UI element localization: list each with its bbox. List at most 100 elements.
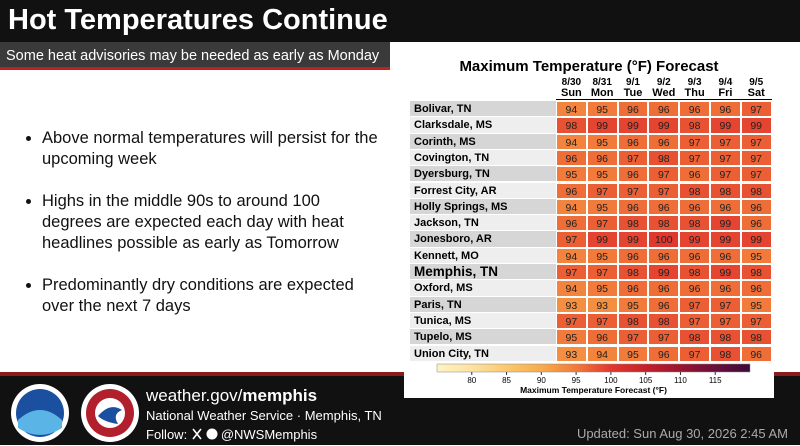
column-day: Thu (679, 88, 710, 100)
city: Clarksdale, MS (410, 117, 556, 134)
colorbar-tick-label: 95 (572, 376, 581, 385)
cell: 99 (617, 231, 649, 248)
cell: 95 (586, 166, 618, 183)
cell: 98 (679, 264, 710, 281)
cell: 96 (648, 198, 680, 216)
cell: 97 (648, 166, 680, 183)
cell: 97 (617, 182, 649, 199)
cell: 93 (556, 296, 587, 313)
cell: 97 (648, 182, 680, 199)
column-header: 8/30 Sun (556, 77, 587, 100)
cell: 98 (679, 117, 710, 134)
city: Corinth, MS (410, 133, 556, 150)
cell: 99 (617, 117, 649, 134)
bullet: Above normal temperatures will persist f… (42, 128, 380, 170)
cell: 95 (617, 345, 649, 362)
column-header: 9/1 Tue (617, 77, 649, 100)
bullet: Predominantly dry conditions are expecte… (42, 275, 380, 317)
cell: 98 (648, 215, 680, 232)
cell: 98 (617, 215, 649, 232)
handle: @NWSMemphis (220, 427, 318, 442)
cell: 96 (648, 280, 680, 297)
city: Holly Springs, MS (410, 198, 556, 216)
logos (11, 384, 139, 442)
cell: 94 (556, 280, 587, 297)
cell: 96 (617, 247, 649, 264)
cell: 99 (679, 231, 710, 248)
cell: 94 (556, 101, 587, 118)
cell: 95 (586, 133, 618, 150)
bullets: Above normal temperatures will persist f… (20, 128, 380, 338)
column-day: Tue (617, 88, 649, 100)
cell: 96 (648, 296, 680, 313)
city: Oxford, MS (410, 280, 556, 297)
cell: 98 (710, 345, 741, 362)
cell: 98 (740, 264, 772, 281)
cell: 95 (586, 280, 618, 297)
city: Covington, TN (410, 149, 556, 167)
cell: 96 (679, 166, 710, 183)
column-header: 9/2 Wed (648, 77, 680, 100)
cell: 95 (740, 247, 772, 264)
cell: 98 (648, 149, 680, 167)
cell: 97 (710, 166, 741, 183)
table-panel: Maximum Temperature (°F) Forecast 80 85 90… (404, 52, 774, 398)
cell: 96 (740, 345, 772, 362)
cell: 97 (586, 215, 618, 232)
city: Memphis, TN (410, 264, 556, 281)
cell: 97 (679, 296, 710, 313)
city: Union City, TN (410, 345, 556, 362)
cell: 97 (740, 101, 772, 118)
column-day: Mon (586, 88, 618, 100)
colorbar: 80 85 90 95 100 105 110 115 Maximum Temperature … (436, 363, 751, 395)
cell: 99 (740, 117, 772, 134)
cell: 96 (740, 215, 772, 232)
cell: 97 (556, 231, 587, 248)
cell: 95 (617, 296, 649, 313)
site-bold: memphis (242, 386, 318, 405)
cell: 96 (586, 149, 618, 167)
cell: 94 (556, 133, 587, 150)
cell: 96 (648, 247, 680, 264)
cell: 96 (679, 280, 710, 297)
cell: 98 (617, 264, 649, 281)
cell: 97 (586, 264, 618, 281)
cell: 99 (710, 215, 741, 232)
cell: 95 (586, 247, 618, 264)
cell: 96 (710, 247, 741, 264)
office: National Weather Service · Memphis, TN (146, 408, 382, 423)
column-day: Fri (710, 88, 741, 100)
cell: 96 (679, 198, 710, 216)
cell: 97 (556, 312, 587, 330)
colorbar-tick-label: 110 (674, 376, 687, 385)
cell: 96 (710, 101, 741, 118)
social-icons (192, 428, 218, 440)
city: Bolivar, TN (410, 101, 556, 118)
city: Dyersburg, TN (410, 166, 556, 183)
colorbar-tick-label: 80 (467, 376, 476, 385)
cell: 93 (586, 296, 618, 313)
cell: 97 (740, 312, 772, 330)
city: Forrest City, AR (410, 182, 556, 199)
colorbar-tick-label: 105 (639, 376, 653, 385)
cell: 97 (740, 166, 772, 183)
follow: Follow: (146, 427, 188, 442)
updated: Updated: Sun Aug 30, 2026 2:45 AM (576, 426, 788, 441)
cell: 99 (586, 231, 618, 248)
cell: 97 (710, 149, 741, 167)
cell: 94 (586, 345, 618, 362)
cell: 94 (556, 247, 587, 264)
cell: 97 (710, 296, 741, 313)
cell: 96 (617, 166, 649, 183)
cell: 95 (586, 198, 618, 216)
cell: 96 (679, 247, 710, 264)
cell: 99 (710, 264, 741, 281)
site: weather.gov/ (146, 386, 243, 405)
cell: 96 (740, 198, 772, 216)
cell: 99 (710, 231, 741, 248)
cell: 97 (679, 149, 710, 167)
bullet: Highs in the middle 90s to around 100 de… (42, 191, 380, 254)
cell: 97 (556, 264, 587, 281)
cell: 98 (710, 329, 741, 346)
